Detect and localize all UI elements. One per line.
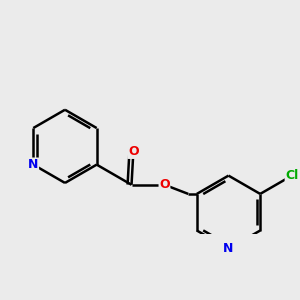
- Text: N: N: [28, 158, 38, 171]
- Text: O: O: [128, 145, 139, 158]
- Text: N: N: [223, 242, 234, 255]
- Text: Cl: Cl: [285, 169, 298, 182]
- Text: O: O: [159, 178, 170, 191]
